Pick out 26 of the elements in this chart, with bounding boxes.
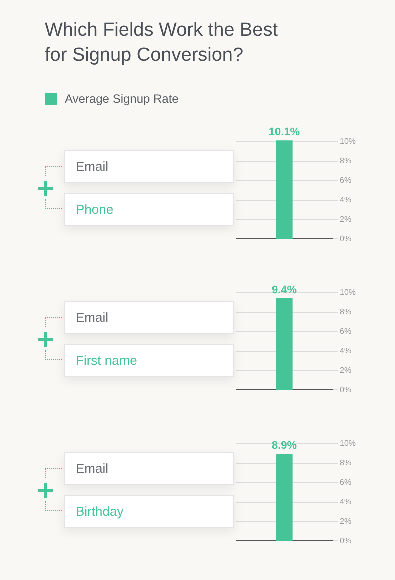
y-tick-label: 0% (340, 536, 352, 546)
y-tick-label: 4% (340, 196, 352, 204)
y-tick-label: 8% (340, 458, 352, 468)
y-tick-label: 10% (340, 288, 356, 298)
y-tick-label: 2% (340, 366, 352, 375)
y-tick-label: 6% (340, 176, 352, 186)
legend-label: Average Signup Rate (65, 92, 179, 106)
y-tick-label: 10% (340, 137, 356, 146)
y-tick-label: 8% (340, 308, 352, 317)
y-tick-label: 10% (340, 439, 356, 448)
y-tick-label: 0% (340, 234, 352, 244)
y-tick-label: 2% (340, 516, 352, 526)
y-tick-label: 8% (340, 156, 352, 166)
y-tick-label: 4% (340, 346, 352, 356)
y-tick-label: 6% (340, 327, 352, 336)
form-fields: Email First name (45, 301, 235, 379)
y-tick-label: 0% (340, 385, 352, 394)
text: 9.4% (272, 284, 298, 296)
form-fields: Email Birthday (45, 452, 235, 530)
y-tick-label: 4% (340, 498, 352, 506)
chart-title: Which Fields Work the Best for Signup Conversion? (45, 19, 280, 68)
text: 10.1% (268, 126, 300, 139)
y-tick-label: 6% (340, 478, 352, 488)
form-fields: Email Phone (45, 150, 235, 228)
text: 8.9% (272, 440, 298, 452)
y-tick-label: 2% (340, 214, 352, 224)
